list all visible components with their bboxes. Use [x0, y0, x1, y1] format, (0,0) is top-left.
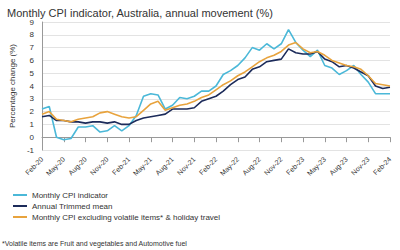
- svg-text:1: 1: [30, 120, 35, 129]
- svg-text:5: 5: [30, 69, 35, 78]
- svg-text:May-23: May-23: [306, 155, 328, 177]
- svg-text:9: 9: [30, 18, 35, 27]
- svg-text:6: 6: [30, 56, 35, 65]
- svg-text:Aug-20: Aug-20: [67, 155, 89, 177]
- svg-text:Monthly CPI indicator: Monthly CPI indicator: [32, 191, 108, 200]
- svg-text:8: 8: [30, 30, 35, 39]
- svg-text:7: 7: [30, 43, 35, 52]
- svg-text:-1: -1: [27, 146, 35, 155]
- svg-text:*Volatile items are Fruit and: *Volatile items are Fruit and vegetables…: [2, 240, 187, 248]
- svg-text:May-21: May-21: [132, 155, 154, 177]
- svg-text:Nov-20: Nov-20: [89, 155, 110, 176]
- svg-text:Feb-21: Feb-21: [111, 155, 132, 176]
- svg-text:Aug-21: Aug-21: [154, 155, 176, 177]
- svg-text:Aug-23: Aug-23: [328, 155, 350, 177]
- svg-text:May-22: May-22: [219, 155, 241, 177]
- svg-text:0: 0: [30, 133, 35, 142]
- svg-text:Monthly CPI excluding volatile: Monthly CPI excluding volatile items* & …: [32, 213, 220, 222]
- svg-text:Feb-23: Feb-23: [285, 155, 306, 176]
- svg-text:Feb-22: Feb-22: [198, 155, 219, 176]
- svg-text:Nov-23: Nov-23: [350, 155, 371, 176]
- svg-text:Feb-20: Feb-20: [24, 155, 45, 176]
- svg-text:2: 2: [30, 107, 35, 116]
- svg-text:3: 3: [30, 94, 35, 103]
- svg-text:Nov-22: Nov-22: [263, 155, 284, 176]
- svg-text:Annual Trimmed mean: Annual Trimmed mean: [32, 202, 112, 211]
- svg-text:Monthly CPI indicator, Austral: Monthly CPI indicator, Australia, annual…: [7, 7, 273, 19]
- svg-text:May-20: May-20: [45, 155, 67, 177]
- svg-text:Percentage change (%): Percentage change (%): [8, 44, 17, 128]
- svg-text:4: 4: [30, 82, 35, 91]
- svg-text:Feb-24: Feb-24: [372, 155, 393, 176]
- svg-text:Aug-22: Aug-22: [241, 155, 263, 177]
- svg-text:Nov-21: Nov-21: [176, 155, 197, 176]
